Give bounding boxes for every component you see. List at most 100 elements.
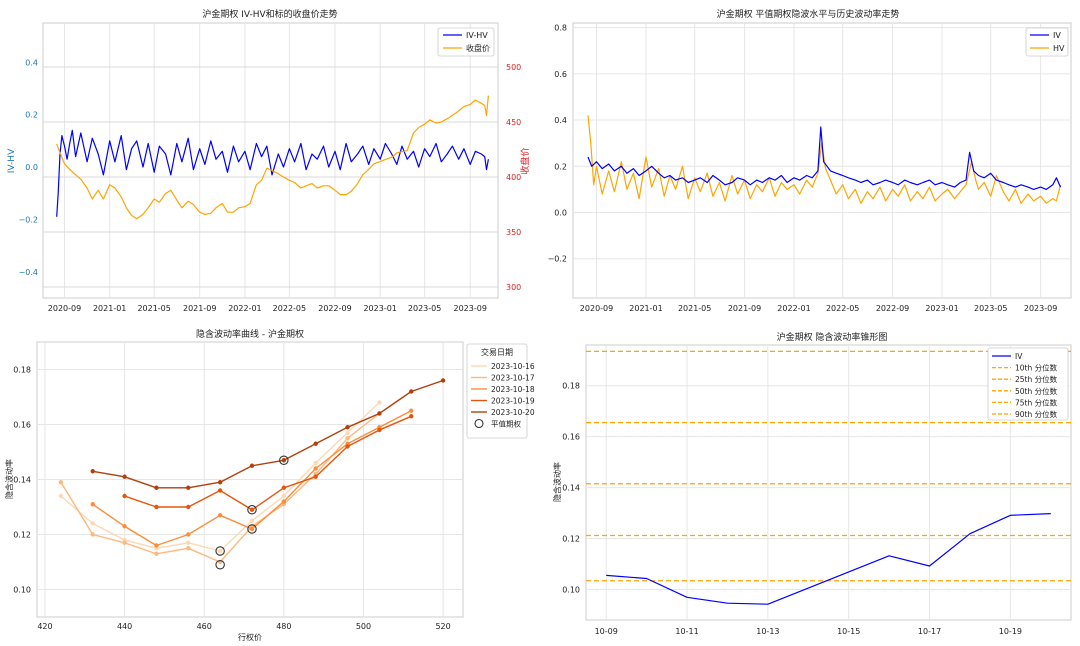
chart-3-point-4-10: [409, 389, 414, 394]
chart-1-ytick-right-3: 350: [506, 228, 521, 237]
chart-2-y-ticks: 0.8 0.6 0.4 0.2 0.0 −0.2: [548, 24, 567, 264]
chart-3-point-3-0: [122, 493, 127, 499]
chart-3-atm-marker-0: [215, 546, 225, 556]
chart-1-series: [56, 95, 489, 220]
chart-3-point-3-7: [345, 444, 350, 449]
chart-1-ytick-right-1: 450: [506, 118, 521, 127]
chart-3-point-2-10: [409, 408, 414, 413]
chart-3-xlabel: 行权价: [238, 632, 262, 642]
chart-3-point-2-7: [313, 466, 318, 471]
chart-1-legend-iv-hv: IV-HV: [466, 31, 488, 40]
chart-3-point-1-2: [122, 540, 127, 545]
chart-2-xtick-5: 2022-05: [826, 304, 859, 313]
chart-4-ytick-3: 0.16: [562, 433, 580, 442]
chart-1-xtick-7: 2023-01: [363, 304, 396, 313]
chart-3-xtick-4: 500: [356, 622, 371, 631]
chart-3-ytick-2: 0.14: [13, 476, 31, 485]
chart-3-point-0-5: [217, 548, 223, 554]
chart-1-ytick-right-2: 400: [506, 173, 521, 182]
chart-3-xtick-5: 520: [435, 622, 450, 631]
chart-4-legend-label-4: 75th 分位数: [1015, 397, 1058, 407]
chart-2-legend: IV HV: [1025, 27, 1069, 57]
chart-1-iv-hv-close: 沪金期权 IV-HV和标的收盘价走势 2020-09 2021-01 2021-05…: [7, 8, 531, 313]
chart-3-ylabel: 隐含波动率: [4, 459, 14, 499]
chart-3-point-2-5: [249, 526, 255, 532]
chart-1-ylabel: IV-HV: [7, 148, 17, 173]
chart-2-xtick-3: 2021-09: [728, 304, 761, 313]
chart-3-point-4-2: [154, 485, 159, 490]
chart-3-ytick-3: 0.16: [13, 421, 31, 430]
chart-3-point-2-4: [217, 513, 223, 518]
chart-3-point-4-7: [313, 441, 318, 446]
chart-3-point-3-3: [217, 488, 223, 493]
chart-3-point-3-4: [249, 507, 255, 512]
chart-1-grid: [43, 23, 498, 298]
chart-3-point-0-7: [281, 493, 287, 499]
chart-1-xtick-6: 2022-09: [318, 304, 351, 313]
chart-3-legend: 交易日期 2023-10-16 2023-10-17 2023-10-18 2023-…: [466, 343, 535, 439]
chart-3-point-4-9: [377, 411, 382, 416]
chart-2-series-0: [587, 126, 1062, 190]
chart-3-point-3-1: [154, 504, 159, 510]
chart-3-y-ticks: 0.10 0.12 0.14 0.16 0.18: [13, 366, 31, 595]
chart-3-point-0-6: [249, 518, 255, 523]
chart-4-grid: [586, 345, 1071, 620]
chart-4-iv-cone: 沪金期权 隐含波动率锥形图 10-09 10-11 10-13 10-15 10-17 1…: [552, 331, 1072, 636]
chart-4-x-ticks: 10-09 10-11 10-13 10-15 10-17 10-19: [595, 627, 1022, 636]
chart-2-ytick-1: 0.6: [554, 70, 567, 79]
chart-3-ytick-1: 0.12: [13, 531, 31, 540]
chart-1-xtick-5: 2022-05: [273, 304, 306, 313]
chart-3-legend-label-atm: 平值期权: [491, 419, 521, 429]
chart-2-ytick-5: −0.2: [548, 255, 567, 264]
chart-4-xtick-0: 10-09: [595, 627, 618, 636]
chart-1-xtick-9: 2023-09: [453, 304, 486, 313]
chart-1-title: 沪金期权 IV-HV和标的收盘价走势: [202, 8, 337, 20]
chart-3-point-1-9: [345, 436, 350, 441]
chart-3-point-2-0: [90, 502, 95, 507]
chart-3-xtick-3: 480: [276, 622, 291, 631]
chart-3-legend-atm-marker: [474, 418, 484, 429]
chart-3-point-3-6: [313, 474, 318, 479]
chart-4-xtick-3: 10-15: [837, 627, 860, 636]
chart-3-point-0-1: [90, 521, 95, 526]
chart-1-y-ticks: 0.4 0.2 0.0 −0.2 −0.4: [19, 58, 38, 277]
chart-3-point-1-4: [186, 546, 191, 551]
chart-3-point-3-2: [186, 504, 191, 510]
chart-1-series-0: [56, 129, 489, 217]
chart-1-xtick-8: 2023-05: [408, 304, 441, 313]
chart-4-y-ticks: 0.10 0.12 0.14 0.16 0.18: [562, 382, 580, 595]
chart-3-point-2-6: [281, 499, 287, 504]
chart-2-x-ticks: 2020-09 2021-01 2021-05 2021-09 2022-01 2022-…: [580, 304, 1058, 313]
chart-2-grid: [573, 23, 1071, 298]
chart-3-point-4-3: [186, 485, 191, 490]
chart-4-ytick-1: 0.12: [562, 535, 580, 544]
chart-3-point-4-6: [281, 458, 287, 463]
chart-3-title: 隐含波动率曲线 - 沪金期权: [196, 328, 304, 340]
chart-3-atm-marker-3: [247, 504, 257, 515]
chart-2-title: 沪金期权 平值期权隐波水平与历史波动率走势: [717, 8, 900, 20]
chart-3-atm-marker-4: [279, 455, 289, 465]
chart-3-legend-label-3: 2023-10-19: [491, 397, 535, 406]
chart-3-point-3-5: [281, 485, 287, 490]
chart-4-legend-label-0: IV: [1015, 352, 1023, 361]
chart-1-ytick-right-4: 300: [506, 283, 521, 292]
chart-2-ytick-0: 0.8: [554, 24, 567, 33]
chart-2-iv-hv-levels: 沪金期权 平值期权隐波水平与历史波动率走势 2020-09 2021-01 2021…: [548, 8, 1072, 313]
chart-1-legend: IV-HV 收盘价: [437, 27, 495, 57]
chart-3-point-4-11: [440, 378, 446, 383]
chart-4-xtick-2: 10-13: [756, 627, 779, 636]
chart-1-xtick-4: 2022-01: [228, 304, 261, 313]
chart-4-xtick-4: 10-17: [918, 627, 941, 636]
chart-3-point-2-3: [186, 532, 191, 537]
chart-3-xtick-2: 460: [197, 622, 212, 631]
chart-3-atm-marker-2: [247, 524, 257, 534]
chart-3-grid: [37, 342, 463, 617]
chart-3-ytick-0: 0.10: [13, 586, 31, 595]
chart-3-iv-smile: 隐含波动率曲线 - 沪金期权 420 440 460 480 500 520 0.100.…: [4, 328, 535, 642]
chart-3-point-0-4: [186, 540, 191, 545]
chart-4-xtick-1: 10-11: [675, 627, 698, 636]
chart-2-xtick-1: 2021-01: [629, 304, 662, 313]
chart-1-y-ticks-right: 500 450 400 350 300: [506, 63, 521, 292]
chart-2-xtick-6: 2022-09: [876, 304, 909, 313]
chart-1-ytick-right-0: 500: [506, 63, 521, 72]
